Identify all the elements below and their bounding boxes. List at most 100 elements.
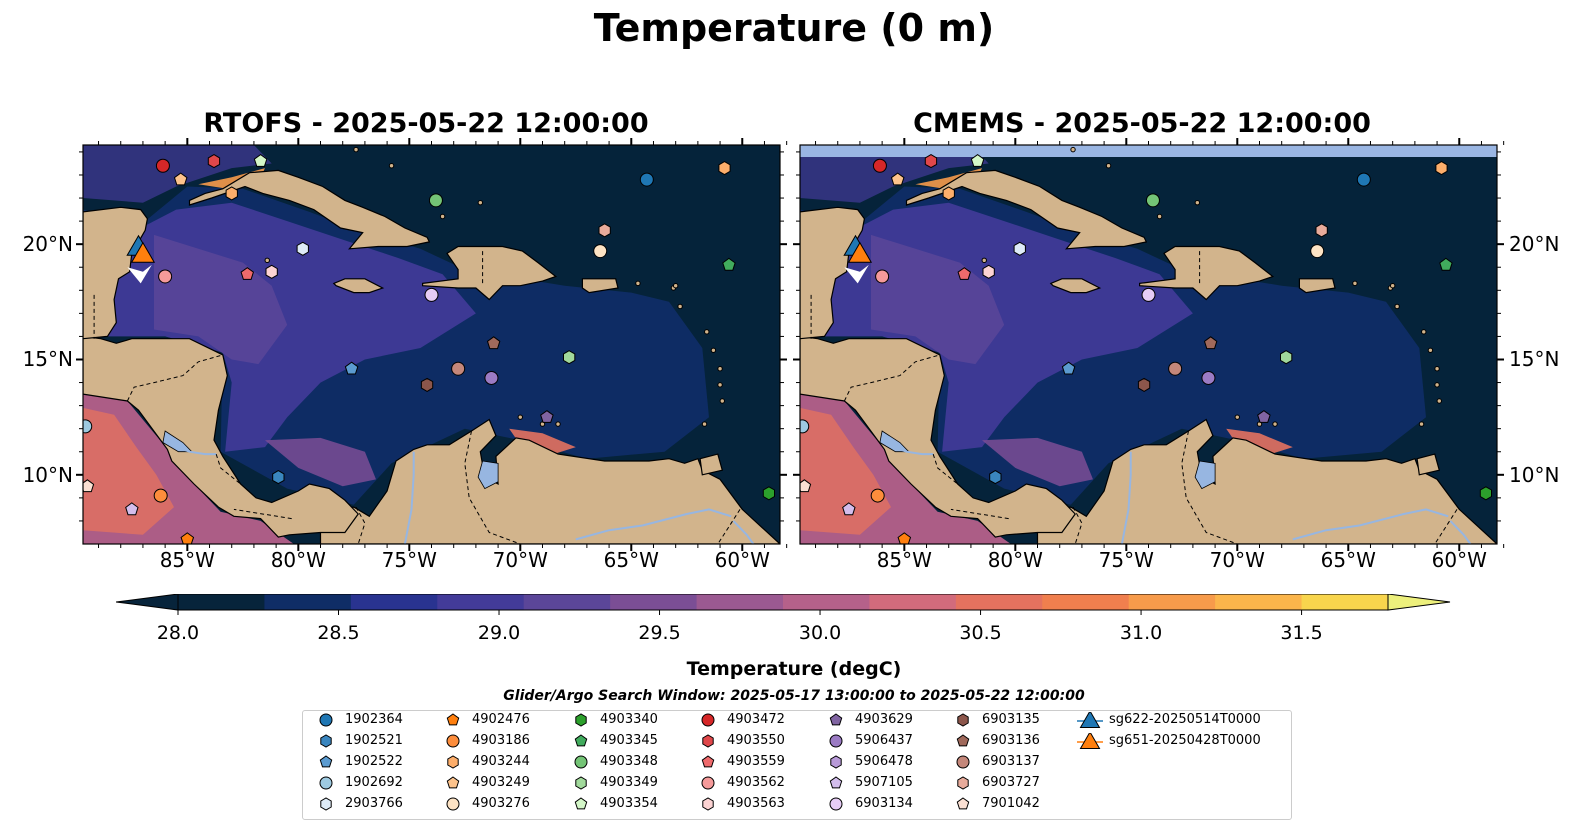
float-4903354[interactable]	[253, 153, 268, 167]
float-7901042[interactable]	[83, 479, 95, 493]
float-4902476[interactable]	[897, 532, 912, 544]
legend-shape[interactable]	[956, 755, 970, 769]
float-4903472[interactable]	[872, 158, 887, 173]
float-4903276[interactable]	[1310, 244, 1325, 259]
float-4903563[interactable]	[265, 264, 278, 279]
float-4903345[interactable]	[722, 257, 736, 271]
legend-shape[interactable]	[319, 755, 333, 768]
float-4903354[interactable]	[970, 153, 985, 167]
legend-shape[interactable]	[701, 776, 715, 790]
float-5906437[interactable]	[1201, 370, 1216, 385]
float-4903276[interactable]	[593, 244, 608, 259]
float-4903559[interactable]	[240, 267, 254, 280]
float-6903727[interactable]	[598, 223, 611, 238]
legend-shape[interactable]	[829, 713, 843, 726]
float-4903562[interactable]	[875, 269, 890, 284]
float-4903249[interactable]	[173, 172, 188, 186]
float-4903629[interactable]	[1257, 410, 1271, 423]
legend-shape[interactable]	[446, 713, 460, 726]
legend-shape[interactable]	[575, 776, 587, 790]
legend-shape[interactable]	[701, 755, 715, 768]
map-rtofs[interactable]	[83, 145, 780, 544]
legend-shape[interactable]	[829, 734, 843, 748]
legend-shape[interactable]	[575, 713, 587, 727]
legend-shape[interactable]	[956, 797, 970, 810]
legend-shape[interactable]	[446, 776, 460, 789]
float-2903766[interactable]	[296, 241, 309, 256]
float-1902522[interactable]	[1061, 361, 1076, 375]
float-4903345[interactable]	[1439, 257, 1453, 271]
legend-shape[interactable]	[702, 734, 714, 748]
float-4903629[interactable]	[540, 410, 554, 423]
legend-shape[interactable]	[447, 755, 459, 769]
legend-marker-hexagon	[575, 776, 587, 790]
float-1902521[interactable]	[272, 470, 285, 485]
float-6903136[interactable]	[1203, 336, 1218, 350]
float-1902521[interactable]	[989, 470, 1002, 485]
legend-shape[interactable]	[701, 713, 715, 727]
glider-sg651-20250428T0000[interactable]	[130, 241, 156, 263]
float-4903559[interactable]	[957, 267, 971, 280]
legend-shape[interactable]	[702, 797, 714, 811]
float-5907105[interactable]	[842, 502, 856, 516]
glider-sg651-20250428T0000[interactable]	[847, 241, 873, 263]
float-1902364[interactable]	[639, 172, 654, 187]
legend-shape[interactable]	[320, 734, 332, 748]
float-4903563[interactable]	[982, 264, 995, 279]
legend-shape[interactable]	[956, 734, 970, 747]
float-5906437[interactable]	[484, 370, 499, 385]
float-1902522[interactable]	[344, 361, 359, 375]
float-7901042[interactable]	[800, 479, 812, 493]
float-4903349[interactable]	[563, 350, 576, 365]
float-6903137[interactable]	[451, 361, 466, 376]
float-4902476[interactable]	[180, 532, 195, 544]
float-6903134[interactable]	[1141, 287, 1156, 302]
float-4903562[interactable]	[158, 269, 173, 284]
float-4903244b[interactable]	[1435, 161, 1448, 176]
map-cmems[interactable]	[800, 145, 1497, 544]
float-6903135[interactable]	[420, 377, 434, 392]
float-4903186[interactable]	[870, 488, 885, 503]
legend-shape[interactable]	[829, 797, 843, 811]
legend-shape[interactable]	[446, 734, 460, 748]
float-4903244[interactable]	[225, 186, 238, 201]
float-4903550[interactable]	[207, 154, 221, 169]
legend-triangle[interactable]	[1079, 712, 1101, 728]
float-2903766[interactable]	[1013, 241, 1026, 256]
legend-shape[interactable]	[319, 776, 333, 790]
float-6903134[interactable]	[424, 287, 439, 302]
float-4903249[interactable]	[890, 172, 905, 186]
float-4903349[interactable]	[1280, 350, 1293, 365]
island-5	[1421, 329, 1427, 335]
float-1902692[interactable]	[83, 419, 93, 434]
legend-triangle[interactable]	[1079, 733, 1101, 749]
float-4903244b[interactable]	[718, 161, 731, 176]
float-1902364[interactable]	[1356, 172, 1371, 187]
float-4903186[interactable]	[153, 488, 168, 503]
float-4903550[interactable]	[924, 154, 938, 169]
float-6903135[interactable]	[1137, 377, 1151, 392]
float-4903340[interactable]	[1479, 486, 1492, 501]
float-6903727[interactable]	[1315, 223, 1328, 238]
legend-shape[interactable]	[829, 776, 843, 789]
legend-shape[interactable]	[446, 797, 460, 811]
legend-marker-triangle	[1077, 712, 1103, 728]
legend-shape[interactable]	[957, 776, 969, 790]
float-6903136[interactable]	[486, 336, 501, 350]
legend-shape[interactable]	[830, 755, 842, 769]
legend-shape[interactable]	[319, 713, 333, 727]
float-1902692[interactable]	[800, 419, 810, 434]
legend-shape[interactable]	[320, 797, 332, 811]
legend-marker-pentagon	[956, 734, 970, 747]
float-4903472[interactable]	[155, 158, 170, 173]
float-4903348[interactable]	[428, 193, 443, 208]
float-4903244[interactable]	[942, 186, 955, 201]
float-4903348[interactable]	[1145, 193, 1160, 208]
legend-shape[interactable]	[957, 713, 969, 727]
legend-shape[interactable]	[574, 755, 588, 769]
float-6903137[interactable]	[1168, 361, 1183, 376]
legend-shape[interactable]	[574, 797, 588, 810]
legend-shape[interactable]	[574, 734, 588, 747]
float-5907105[interactable]	[125, 502, 139, 516]
float-4903340[interactable]	[762, 486, 775, 501]
